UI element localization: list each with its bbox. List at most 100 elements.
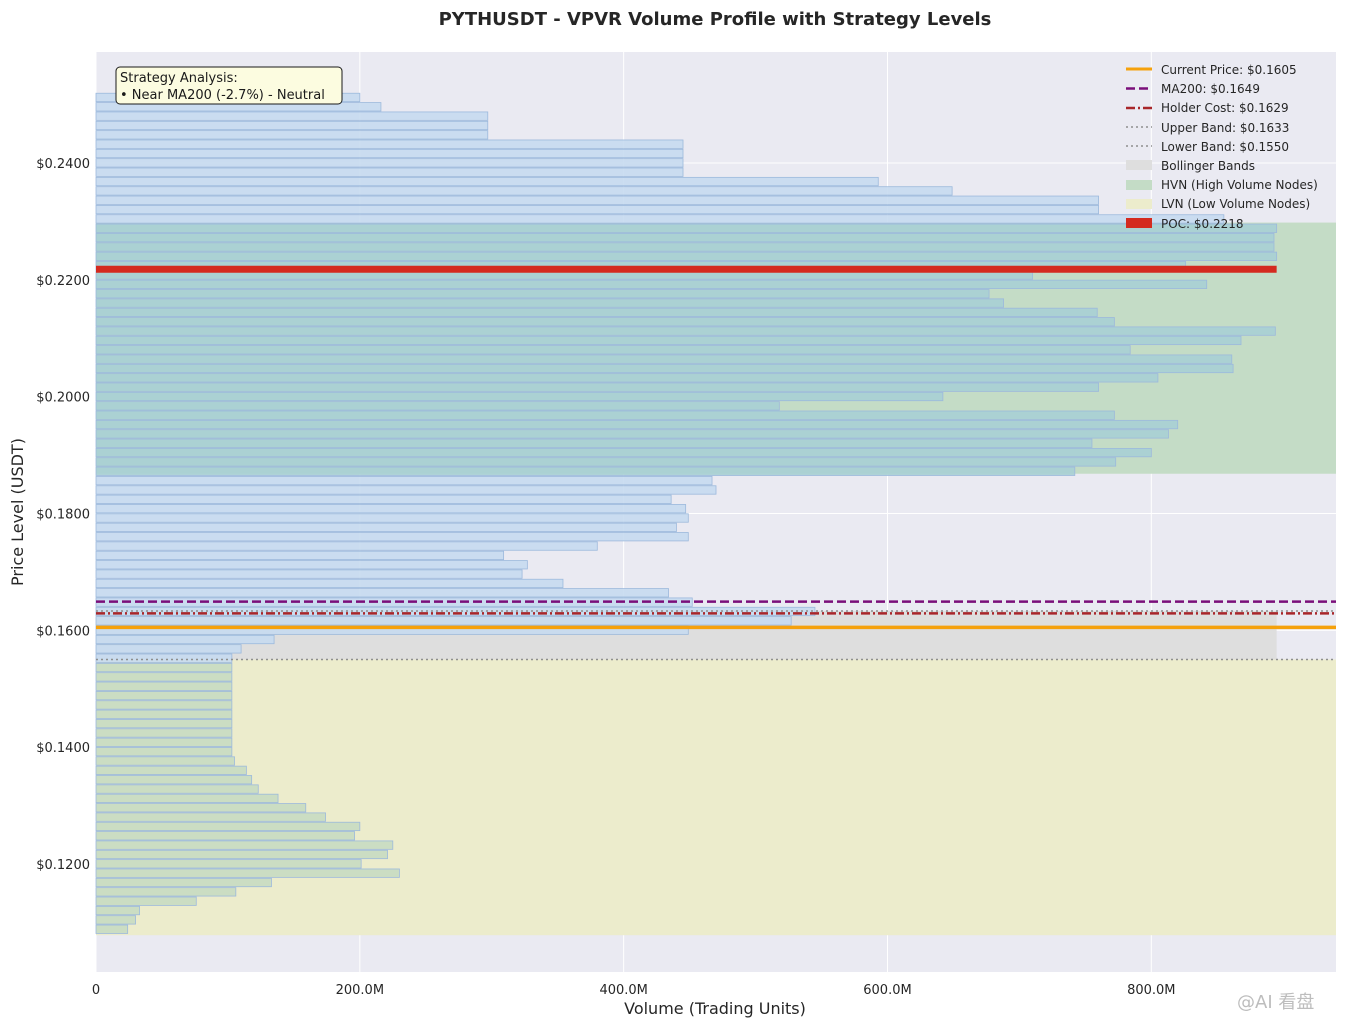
y-tick-label-5: $0.2200 xyxy=(36,274,90,289)
volume-bar-8 xyxy=(95,849,388,860)
volume-bar-62 xyxy=(95,345,1131,355)
volume-bar-65 xyxy=(95,317,1115,327)
y-tick-label-6: $0.2400 xyxy=(36,157,90,172)
y-axis-label: Price Level (USDT) xyxy=(8,438,27,586)
volume-bar-3 xyxy=(95,896,197,906)
annotation-line-2: • Near MA200 (-2.7%) - Neutral xyxy=(120,88,325,103)
volume-bar-14 xyxy=(95,793,279,804)
volume-bar-22 xyxy=(95,719,233,729)
volume-bar-19 xyxy=(95,747,233,757)
legend-swatch-lvn xyxy=(1126,199,1152,209)
volume-bar-69 xyxy=(95,279,1208,289)
volume-bar-35 xyxy=(95,597,693,607)
volume-bar-37 xyxy=(95,578,564,589)
volume-bar-7 xyxy=(95,859,362,869)
volume-bar-75 xyxy=(95,223,1278,233)
volume-bar-63 xyxy=(95,335,1242,346)
legend-label-lower-band: Lower Band: $0.1550 xyxy=(1161,140,1289,154)
volume-bar-60 xyxy=(95,363,1234,374)
volume-bar-18 xyxy=(95,756,235,766)
annotation-box xyxy=(115,66,343,105)
volume-bar-15 xyxy=(95,784,259,794)
annotation-line-1: Strategy Analysis: xyxy=(120,71,238,86)
volume-bar-38 xyxy=(95,569,523,579)
volume-bar-47 xyxy=(95,485,717,495)
volume-bar-51 xyxy=(95,447,1152,458)
volume-bar-80 xyxy=(95,176,879,187)
volume-bar-21 xyxy=(95,728,233,738)
volume-bar-12 xyxy=(95,812,326,822)
volume-bar-16 xyxy=(95,775,253,785)
x-tick-label-2: 400.0M xyxy=(599,983,647,998)
volume-bar-59 xyxy=(95,373,1159,383)
volume-bar-53 xyxy=(95,429,1169,439)
volume-bar-29 xyxy=(95,653,233,663)
volume-bar-76 xyxy=(95,214,1225,224)
legend-swatch-poc xyxy=(1126,218,1152,228)
volume-bar-73 xyxy=(95,242,1275,252)
volume-bar-9 xyxy=(95,840,394,850)
y-tick-label-1: $0.1400 xyxy=(36,741,90,756)
x-tick-label-4: 800.0M xyxy=(1127,983,1175,998)
volume-bar-48 xyxy=(95,476,713,486)
volume-bar-55 xyxy=(95,410,1115,420)
x-axis-label: Volume (Trading Units) xyxy=(624,999,806,1018)
x-tick-label-0: 0 xyxy=(92,983,100,998)
volume-bar-41 xyxy=(95,541,598,551)
volume-bar-77 xyxy=(95,204,1099,215)
axis-ticks: 0 200.0M 400.0M 600.0M 800.0M $0.1200 $0.1400 $… xyxy=(36,157,1175,998)
volume-bar-66 xyxy=(95,307,1098,318)
volume-bar-40 xyxy=(95,550,505,561)
volume-bar-42 xyxy=(95,532,689,542)
volume-bar-86 xyxy=(95,120,489,131)
volume-bar-82 xyxy=(95,158,684,168)
volume-bar-30 xyxy=(95,644,242,654)
volume-bar-54 xyxy=(95,419,1179,430)
volume-bar-72 xyxy=(95,251,1278,261)
volume-bar-25 xyxy=(95,690,233,701)
legend-swatch-hvn xyxy=(1126,180,1152,190)
volume-bar-2 xyxy=(95,905,140,916)
legend-label-current-price: Current Price: $0.1605 xyxy=(1161,63,1297,77)
legend-label-ma200: MA200: $0.1649 xyxy=(1161,82,1260,96)
legend-label-hvn: HVN (High Volume Nodes) xyxy=(1161,178,1318,192)
volume-bar-20 xyxy=(95,737,233,747)
volume-bar-10 xyxy=(95,831,355,841)
volume-bar-52 xyxy=(95,438,1093,448)
volume-bar-31 xyxy=(95,634,275,645)
volume-bar-5 xyxy=(95,877,272,888)
volume-bar-27 xyxy=(95,672,233,682)
volume-bar-1 xyxy=(95,915,136,925)
volume-bar-49 xyxy=(95,466,1076,476)
volume-bar-4 xyxy=(95,887,237,897)
volume-bar-61 xyxy=(95,354,1233,364)
volume-bar-87 xyxy=(95,111,489,121)
volume-bar-0 xyxy=(95,924,129,934)
volume-bar-39 xyxy=(95,560,528,570)
x-tick-label-3: 600.0M xyxy=(863,983,911,998)
legend-label-upper-band: Upper Band: $0.1633 xyxy=(1161,121,1289,135)
watermark-text: @AI 看盘 xyxy=(1237,992,1314,1013)
volume-bar-64 xyxy=(95,326,1276,336)
legend-label-holder-cost: Holder Cost: $0.1629 xyxy=(1161,101,1289,115)
volume-bar-28 xyxy=(95,662,233,673)
volume-bar-85 xyxy=(95,130,489,140)
legend-swatch-bollinger xyxy=(1126,160,1152,170)
volume-bar-6 xyxy=(95,868,400,878)
volume-bar-78 xyxy=(95,195,1099,205)
volume-bar-13 xyxy=(95,803,307,813)
volume-bar-58 xyxy=(95,382,1099,392)
volume-bar-33 xyxy=(95,616,792,626)
volume-bar-23 xyxy=(95,709,233,719)
y-tick-label-0: $0.1200 xyxy=(36,858,90,873)
volume-bar-45 xyxy=(95,504,687,514)
volume-bar-44 xyxy=(95,513,689,523)
volume-bar-50 xyxy=(95,457,1117,467)
volume-bar-43 xyxy=(95,522,677,532)
volume-bar-46 xyxy=(95,494,672,504)
y-tick-label-3: $0.1800 xyxy=(36,507,90,522)
volume-bar-36 xyxy=(95,588,669,598)
volume-bar-57 xyxy=(95,391,944,402)
volume-bar-17 xyxy=(95,765,247,775)
volume-bar-67 xyxy=(95,298,1004,308)
